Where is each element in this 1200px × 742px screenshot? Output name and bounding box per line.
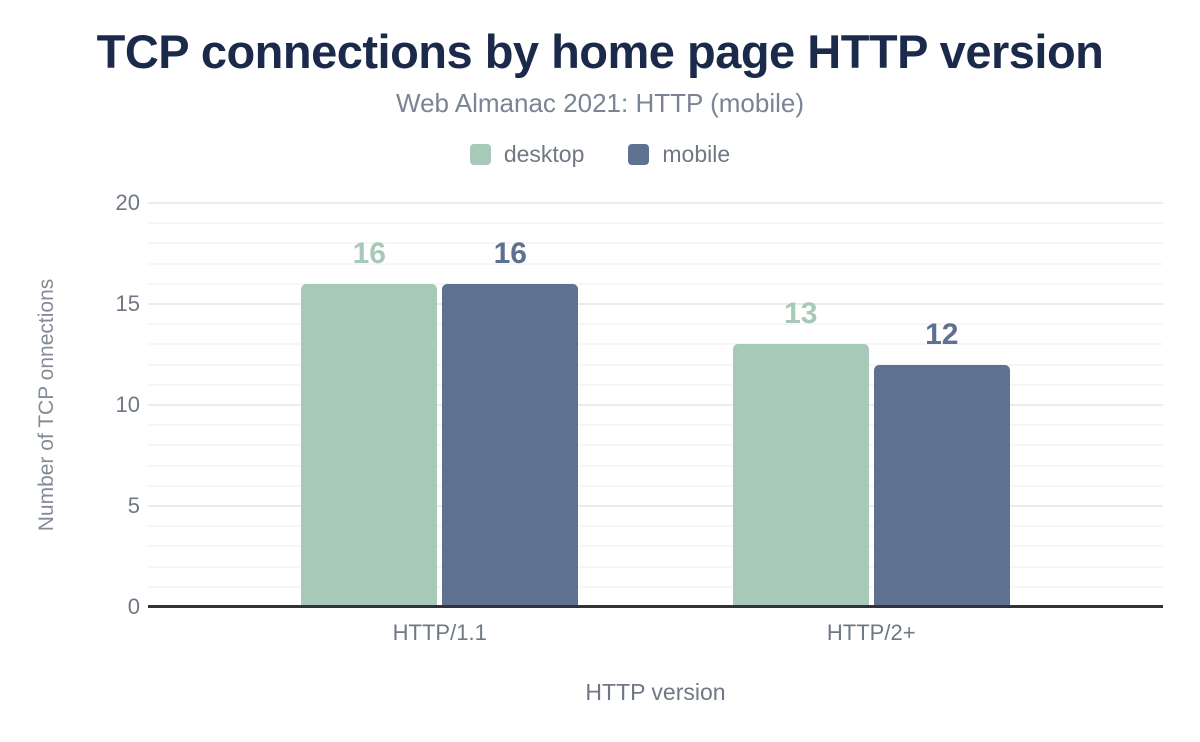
- gridline-minor: [148, 484, 1163, 487]
- bar-value-label: 16: [493, 236, 527, 270]
- bar-desktop-http2: [732, 344, 869, 607]
- gridline-minor: [148, 464, 1163, 467]
- gridline-minor: [148, 282, 1163, 285]
- bar-mobile-http11: [442, 283, 579, 607]
- x-category-label: HTTP/1.1: [392, 620, 487, 645]
- gridline-major: [148, 303, 1163, 305]
- legend-swatch-desktop-icon: [469, 144, 491, 165]
- gridline-major: [148, 202, 1163, 204]
- chart-title: TCP connections by home page HTTP versio…: [96, 25, 1104, 78]
- gridline-minor: [148, 363, 1163, 366]
- legend-item-desktop: desktop: [469, 141, 585, 168]
- gridline-minor: [148, 545, 1163, 548]
- gridline-minor: [148, 383, 1163, 386]
- y-tick-label: 0: [127, 594, 140, 619]
- gridline-minor: [148, 323, 1163, 326]
- legend-swatch-mobile-icon: [628, 144, 650, 165]
- legend-item-mobile: mobile: [628, 141, 730, 168]
- gridline-minor: [148, 444, 1163, 447]
- gridline-minor: [148, 525, 1163, 528]
- x-axis-title: HTTP version: [585, 679, 726, 705]
- legend-label-desktop: desktop: [503, 141, 585, 167]
- bar-desktop-http11: [301, 283, 438, 607]
- gridline-minor: [148, 565, 1163, 568]
- x-category-label: HTTP/2+: [826, 620, 916, 645]
- y-tick-label: 5: [127, 493, 140, 518]
- gridline-minor: [148, 343, 1163, 346]
- gridline-minor: [148, 585, 1163, 588]
- gridline-minor: [148, 222, 1163, 225]
- bar-value-label: 13: [784, 297, 818, 331]
- x-axis-line: [148, 605, 1163, 608]
- gridline-minor: [148, 424, 1163, 427]
- y-tick-label: 15: [115, 291, 140, 316]
- gridline-minor: [148, 262, 1163, 265]
- legend: desktop mobile: [0, 141, 1200, 168]
- gridline-major: [148, 505, 1163, 507]
- legend-label-mobile: mobile: [662, 141, 731, 167]
- chart-subtitle: Web Almanac 2021: HTTP (mobile): [396, 88, 804, 118]
- plot-area: 0 5 10 15 20 16 16 HTTP/1.1 13 12 HTTP/2+: [116, 190, 1163, 645]
- y-axis-title: Number of TCP onnections: [35, 278, 58, 532]
- gridline-major: [148, 404, 1163, 406]
- y-tick-label: 20: [115, 190, 140, 215]
- bar-value-label: 16: [352, 236, 386, 270]
- gridline-minor: [148, 242, 1163, 245]
- bar-mobile-http2: [873, 364, 1010, 607]
- y-tick-label: 10: [115, 392, 140, 417]
- bar-value-label: 12: [925, 317, 959, 351]
